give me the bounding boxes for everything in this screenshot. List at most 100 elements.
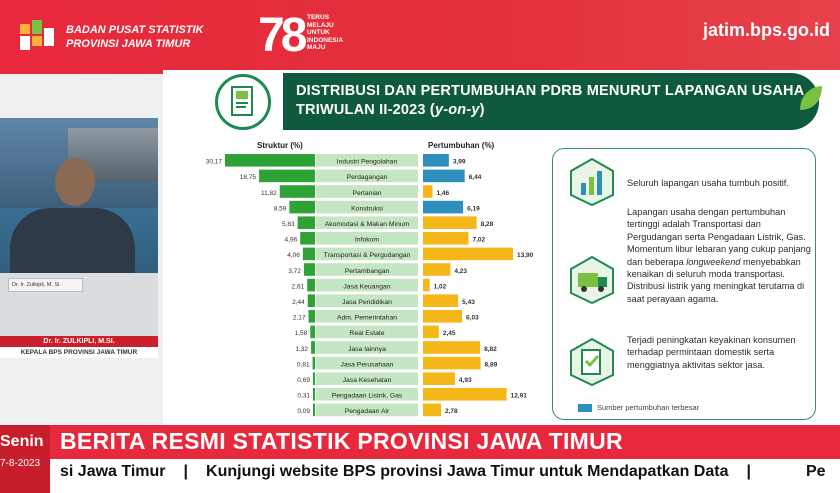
struktur-value-label: 8,59	[274, 205, 287, 212]
struktur-value-label: 0,81	[297, 361, 310, 368]
category-band	[316, 232, 418, 245]
tagline-word: TERUS	[307, 14, 330, 21]
category-band	[316, 403, 418, 417]
info-text-part: menyebabkan kenaikan di seluruh moda tra…	[627, 256, 805, 304]
growth-bar	[423, 216, 477, 229]
struktur-value-label: 2,17	[293, 315, 306, 322]
growth-bar	[423, 403, 441, 417]
growth-bar	[423, 185, 433, 198]
struktur-value-label: 1,32	[295, 346, 308, 353]
struktur-bar	[259, 169, 315, 183]
growth-bar	[423, 294, 459, 307]
struktur-value-label: 0,69	[297, 377, 310, 384]
struktur-value-label: 2,61	[292, 283, 305, 290]
category-label: Konstruksi	[351, 205, 383, 212]
struktur-value-label: 3,72	[288, 268, 301, 275]
struktur-bar	[312, 356, 315, 370]
struktur-value-label: 2,44	[292, 299, 305, 306]
truck-icon	[570, 255, 614, 305]
growth-value-label: 12,91	[511, 393, 528, 400]
slide-title: DISTRIBUSI DAN PERTUMBUHAN PDRB MENURUT …	[296, 82, 804, 120]
headline: BERITA RESMI STATISTIK PROVINSI JAWA TIM…	[60, 428, 623, 454]
struktur-value-label: 18,75	[240, 174, 257, 181]
pdrb-bar-chart: 30,17 Industri Pengolahan 3,99 18,75 Perdaga…	[206, 154, 534, 417]
struktur-bar	[313, 388, 315, 401]
growth-bar	[423, 372, 455, 385]
category-band	[316, 310, 418, 323]
anniversary-78-logo: 78	[258, 8, 308, 68]
growth-value-label: 5,43	[462, 299, 475, 306]
growth-value-label: 7,02	[472, 237, 485, 244]
struktur-bar	[312, 372, 315, 385]
category-label: Infokom	[355, 237, 380, 244]
website-url[interactable]: jatim.bps.go.id	[702, 20, 830, 40]
anniversary-number: 78	[258, 9, 307, 62]
category-label: Jasa lainnya	[348, 346, 386, 353]
growth-value-label: 6,44	[469, 174, 482, 181]
category-label: Jasa Pendidikan	[342, 299, 392, 306]
category-label: Industri Pengolahan	[337, 159, 398, 166]
info-paragraph-2: Lapangan usaha dengan pertumbuhan tertin…	[627, 206, 812, 305]
info-paragraph-1: Seluruh lapangan usaha tumbuh positif.	[627, 178, 789, 188]
tagline-word: UNTUK	[307, 29, 330, 36]
category-label: Pertanian	[352, 190, 381, 197]
document-chart-icon	[215, 74, 271, 130]
org-line-2: PROVINSI JAWA TIMUR	[66, 38, 191, 50]
date-label: 7-8-2023	[0, 458, 41, 469]
growth-value-label: 13,90	[517, 252, 534, 259]
growth-value-label: 6,19	[467, 205, 480, 212]
info-text-emphasis: longweekend	[686, 256, 741, 267]
struktur-bar	[300, 232, 315, 245]
growth-bar	[423, 356, 481, 370]
category-band	[316, 200, 418, 214]
struktur-bar	[307, 294, 315, 307]
category-band	[316, 341, 418, 354]
struktur-value-label: 30,17	[206, 159, 223, 166]
struktur-bar	[297, 216, 315, 229]
growth-value-label: 2,78	[445, 408, 458, 415]
legend-label: Sumber pertumbuhan terbesar	[597, 403, 700, 412]
growth-bar	[423, 154, 449, 167]
bps-logo	[20, 20, 54, 50]
category-band	[316, 372, 418, 385]
speaker-head	[55, 158, 95, 206]
speaker-name: Dr. Ir. ZULKIPLI, M.SI.	[0, 336, 158, 347]
struktur-bar	[303, 263, 315, 276]
struktur-bar	[279, 185, 315, 198]
top-banner	[0, 0, 840, 74]
category-label: Pengadaan Air	[345, 408, 390, 415]
struktur-bar	[310, 325, 315, 339]
growth-bar	[423, 310, 463, 323]
struktur-bar	[313, 403, 315, 417]
growth-bar	[423, 247, 513, 261]
headline-band	[0, 425, 840, 459]
speaker-video: Dr. Ir. Zulkipli, M. Si.	[0, 118, 158, 354]
tagline-word: INDONESIA	[307, 36, 344, 44]
category-band	[316, 169, 418, 183]
category-label: Perdagangan	[347, 174, 388, 181]
checklist-icon	[570, 337, 614, 387]
category-band	[316, 356, 418, 370]
category-band	[316, 216, 418, 229]
category-band	[316, 185, 418, 198]
title-emphasis: y-on-y	[434, 102, 480, 118]
ticker-separator: |	[746, 463, 751, 480]
growth-value-label: 8,82	[484, 346, 497, 353]
legend-swatch	[578, 404, 592, 412]
category-band	[316, 263, 418, 276]
struktur-value-label: 0,09	[297, 408, 310, 415]
ticker-separator: |	[183, 463, 189, 480]
leaf-icon	[800, 86, 822, 110]
category-label: Adm. Pemerintahan	[337, 315, 397, 322]
date-box	[0, 425, 50, 493]
day-label: Senin	[0, 433, 44, 450]
category-label: Transportasi & Pergudangan	[324, 252, 411, 259]
growth-bar	[423, 232, 469, 245]
growth-bar	[423, 200, 464, 214]
slide-title-line-2: TRIWULAN II-2023 (y-on-y)	[296, 101, 804, 120]
category-label: Real Estate	[349, 330, 384, 337]
ticker-segment-right: Pe	[806, 463, 826, 480]
ticker-segment: si Jawa Timur	[60, 463, 166, 480]
category-band	[316, 154, 418, 167]
tagline-word: MAJU	[307, 44, 326, 51]
